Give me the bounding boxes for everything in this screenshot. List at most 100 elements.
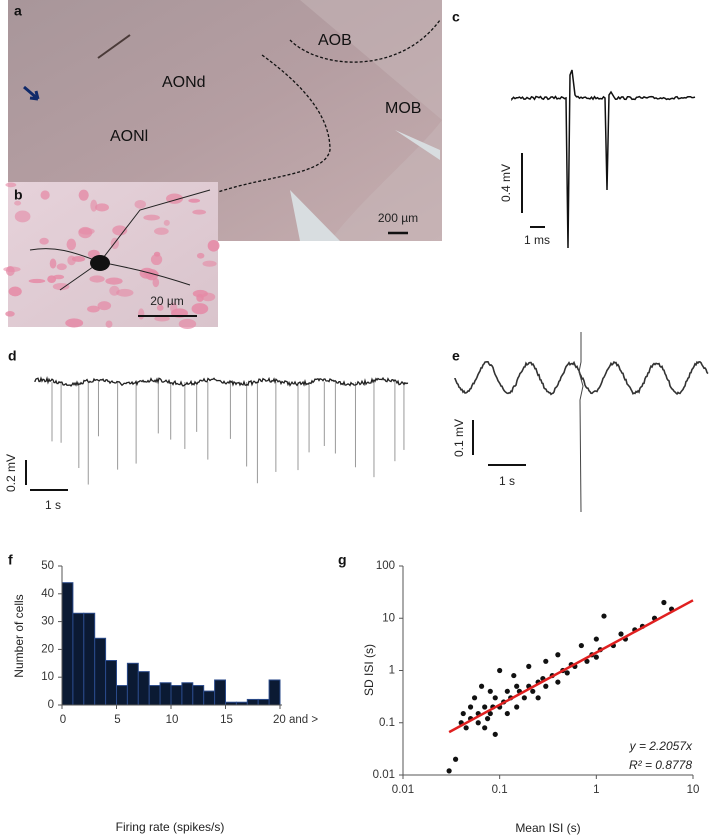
panel-d: d 0.2 mV 1 s (4, 348, 409, 512)
bar (105, 660, 117, 706)
point (487, 688, 493, 694)
point (475, 720, 481, 726)
cell-body (202, 260, 217, 267)
y-tick-label: 1 (389, 665, 395, 677)
point (492, 731, 498, 737)
point (482, 704, 488, 710)
panel-label: c (452, 9, 460, 25)
y-axis-label: SD ISI (s) (362, 644, 376, 696)
point (555, 652, 561, 658)
point (593, 654, 599, 660)
cell-body (156, 304, 164, 311)
x-axis-label: Firing rate (spikes/s) (116, 820, 225, 834)
cell-body (49, 258, 57, 269)
bar (126, 662, 139, 706)
cell-body (163, 219, 170, 226)
point (593, 636, 599, 642)
scale-label: 20 µm (150, 294, 184, 308)
scale-label: 0.4 mV (499, 164, 513, 202)
panel-label: b (14, 187, 23, 203)
y-tick-label: 20 (41, 643, 54, 655)
cell-body (66, 238, 77, 251)
cell-body (207, 239, 220, 252)
cell-body (154, 227, 169, 235)
point (511, 672, 517, 679)
point (504, 688, 510, 694)
cell-body (95, 203, 109, 212)
point (543, 658, 549, 664)
x-axis-label: Mean ISI (s) (515, 821, 580, 835)
inset-image (8, 182, 218, 327)
bar (181, 682, 194, 706)
scale-label: 200 µm (378, 211, 418, 225)
cell-body (134, 199, 147, 209)
cell-body (87, 305, 100, 313)
cell-body (40, 190, 50, 200)
x-tick-label: 0.1 (492, 784, 508, 796)
cell-body (97, 301, 112, 311)
arrow (23, 85, 40, 101)
cell-body (67, 255, 76, 266)
aon-boundary (217, 54, 331, 193)
cell-body (152, 277, 160, 288)
histology-image: a AOB AONd AONl MOB 200 µm b 20 µm (3, 0, 442, 330)
region-label: MOB (385, 100, 421, 117)
point (471, 695, 478, 701)
x-tick-label: 5 (114, 714, 120, 726)
cell-body (139, 267, 155, 279)
point (487, 710, 493, 717)
tissue-shade (300, 0, 442, 241)
annotation: y = 2.2057x (629, 739, 693, 753)
bar (83, 612, 96, 706)
panel-e: e 0.1 mV 1 s (452, 332, 709, 513)
cell-bodies (3, 182, 220, 330)
cell-body (150, 254, 163, 266)
cell-body (112, 225, 128, 236)
scale-label: 0.1 mV (452, 419, 466, 457)
oscillation-trace (454, 360, 709, 396)
point (578, 642, 584, 649)
cell-body (65, 318, 84, 328)
x-tick-label: 1 (593, 784, 599, 796)
point (492, 695, 498, 701)
cell-body (5, 182, 17, 188)
y-tick-label: 100 (376, 560, 395, 572)
point (521, 695, 527, 701)
neuron-soma (90, 255, 110, 271)
point (478, 683, 485, 689)
point (601, 613, 607, 619)
cell-body (105, 320, 113, 328)
cell-body (47, 275, 57, 283)
region-label: AOB (318, 32, 352, 49)
cell-body (116, 288, 134, 297)
panel-label: g (338, 552, 347, 568)
point (460, 710, 466, 717)
cell-body (188, 198, 201, 203)
cell-body (191, 303, 209, 315)
point (463, 725, 469, 731)
bar (170, 685, 183, 706)
cell-body (78, 226, 93, 239)
y-tick-label: 40 (41, 588, 54, 600)
cell-body (78, 189, 89, 201)
y-tick-label: 10 (41, 671, 54, 683)
point (661, 599, 667, 606)
point (618, 631, 624, 637)
cell-body (109, 285, 120, 296)
bar (159, 682, 172, 706)
bar (137, 671, 150, 706)
y-tick-label: 0 (48, 699, 54, 711)
panel-label: e (452, 348, 460, 364)
cell-body (201, 292, 216, 302)
tissue-mark (97, 34, 131, 59)
bar (116, 685, 128, 706)
panel-label: a (14, 3, 22, 19)
cell-body (138, 308, 145, 320)
cell-body (178, 318, 197, 330)
x-tick-label: 10 (687, 784, 700, 796)
point (514, 704, 520, 710)
bar (214, 679, 227, 706)
cell-body (192, 209, 207, 215)
bar (61, 582, 74, 706)
spike (578, 332, 584, 513)
